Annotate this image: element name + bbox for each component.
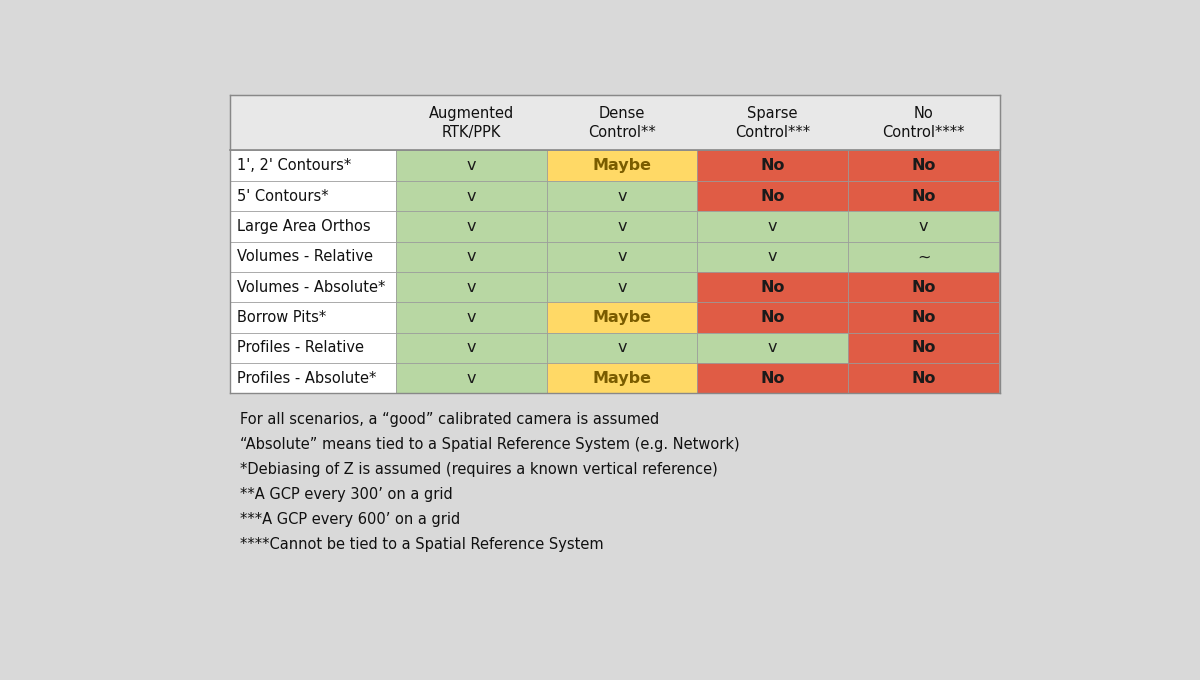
Bar [230,241,396,272]
Text: No: No [761,279,785,294]
Bar [697,150,848,181]
Text: 1', 2' Contours*: 1', 2' Contours* [236,158,352,173]
Text: v: v [467,341,476,356]
Text: Maybe: Maybe [593,371,652,386]
Bar [396,333,546,363]
Text: No: No [911,371,936,386]
Text: Profiles - Relative: Profiles - Relative [236,341,364,356]
Bar [230,303,396,333]
Text: *Debiasing of Z is assumed (requires a known vertical reference): *Debiasing of Z is assumed (requires a k… [240,462,718,477]
Bar [230,181,396,211]
Text: ~: ~ [917,250,930,265]
Text: For all scenarios, a “good” calibrated camera is assumed: For all scenarios, a “good” calibrated c… [240,412,659,427]
Text: Borrow Pits*: Borrow Pits* [236,310,326,325]
Bar [848,211,998,241]
Text: Sparse
Control***: Sparse Control*** [736,105,810,140]
Text: ****Cannot be tied to a Spatial Reference System: ****Cannot be tied to a Spatial Referenc… [240,537,604,552]
Text: Maybe: Maybe [593,310,652,325]
Bar [697,363,848,394]
Bar [848,181,998,211]
Bar [546,241,697,272]
Text: No
Control****: No Control**** [882,105,965,140]
Text: v: v [768,341,778,356]
Text: v: v [617,250,626,265]
Text: No: No [911,188,936,203]
Bar [546,333,697,363]
Bar [396,211,546,241]
Text: v: v [467,310,476,325]
Text: v: v [617,279,626,294]
Bar [848,303,998,333]
Bar [697,181,848,211]
Bar [848,150,998,181]
Text: v: v [617,188,626,203]
Text: No: No [911,341,936,356]
Bar [396,181,546,211]
Bar [848,363,998,394]
Bar [697,272,848,303]
Text: “Absolute” means tied to a Spatial Reference System (e.g. Network): “Absolute” means tied to a Spatial Refer… [240,437,739,452]
Text: No: No [761,188,785,203]
Bar [230,363,396,394]
Bar [697,303,848,333]
Bar [546,303,697,333]
Text: v: v [467,188,476,203]
Text: No: No [911,158,936,173]
Text: No: No [761,158,785,173]
Bar [396,272,546,303]
Text: Profiles - Absolute*: Profiles - Absolute* [236,371,377,386]
Bar [546,150,697,181]
Text: v: v [467,219,476,234]
Bar [396,363,546,394]
Bar [230,272,396,303]
Text: No: No [761,310,785,325]
Bar [546,272,697,303]
Bar [230,333,396,363]
Bar [697,241,848,272]
Text: v: v [768,250,778,265]
Text: No: No [911,310,936,325]
Text: v: v [617,219,626,234]
Bar [396,150,546,181]
Text: Large Area Orthos: Large Area Orthos [236,219,371,234]
Text: ***A GCP every 600’ on a grid: ***A GCP every 600’ on a grid [240,512,460,527]
Text: No: No [911,279,936,294]
Text: Maybe: Maybe [593,158,652,173]
Text: v: v [467,279,476,294]
Text: v: v [467,250,476,265]
Text: v: v [768,219,778,234]
Bar [546,363,697,394]
Bar [848,272,998,303]
Bar [848,333,998,363]
Text: Volumes - Relative: Volumes - Relative [236,250,373,265]
Bar [546,181,697,211]
Text: v: v [919,219,929,234]
Bar [697,333,848,363]
Text: No: No [761,371,785,386]
Bar [697,211,848,241]
Text: Volumes - Absolute*: Volumes - Absolute* [236,279,385,294]
Bar [396,241,546,272]
Text: v: v [467,158,476,173]
Text: Augmented
RTK/PPK: Augmented RTK/PPK [428,105,514,140]
Bar [546,211,697,241]
Text: Dense
Control**: Dense Control** [588,105,655,140]
Bar [396,303,546,333]
Text: v: v [467,371,476,386]
Bar [230,150,396,181]
Bar [848,241,998,272]
Bar [230,211,396,241]
Text: v: v [617,341,626,356]
Text: **A GCP every 300’ on a grid: **A GCP every 300’ on a grid [240,487,452,502]
Text: 5' Contours*: 5' Contours* [236,188,329,203]
